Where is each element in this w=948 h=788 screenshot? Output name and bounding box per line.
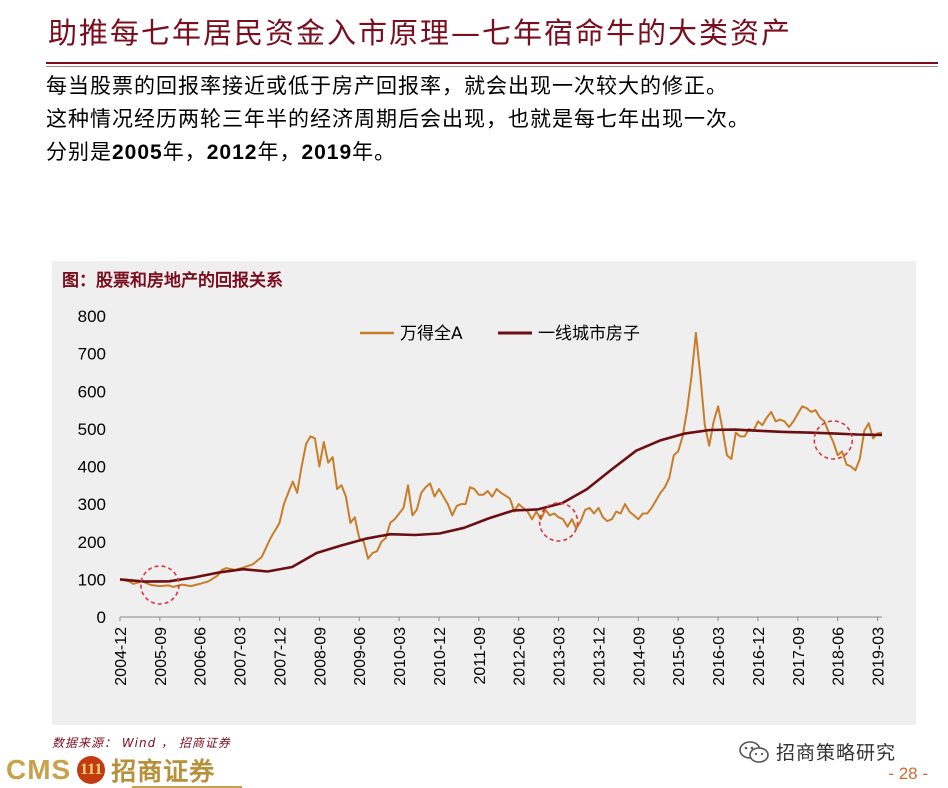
x-tick-label: 2004-12	[113, 627, 130, 686]
legend-label-housing: 一线城市房子	[538, 324, 640, 344]
y-tick-label: 600	[78, 382, 106, 401]
year-suffix-end: 年。	[352, 140, 397, 164]
series-line-housing	[119, 428, 883, 583]
y-tick-label: 300	[78, 495, 106, 514]
year-suffix: 年	[162, 140, 185, 164]
x-tick-label: 2017-09	[791, 627, 808, 686]
x-tick-label: 2013-12	[591, 627, 608, 686]
y-tick-label: 800	[78, 307, 106, 326]
y-tick-label: 400	[78, 458, 106, 477]
title-rule	[46, 62, 938, 64]
body-line-3-prefix: 分别是	[46, 140, 112, 164]
x-tick-label: 2008-09	[312, 627, 329, 686]
x-tick-label: 2016-12	[751, 627, 768, 686]
x-tick-label: 2006-06	[193, 627, 210, 686]
y-tick-label: 500	[78, 420, 106, 439]
wechat-watermark: 招商策略研究	[738, 738, 896, 765]
y-tick-label: 100	[78, 570, 106, 589]
title-rule-thin	[46, 66, 938, 67]
year-2005: 2005	[112, 141, 163, 164]
y-tick-label: 200	[78, 533, 106, 552]
x-tick-label: 2010-03	[392, 627, 409, 686]
logo-latin: CMS	[6, 754, 72, 785]
chart-caption: 图：股票和房地产的回报关系	[62, 271, 283, 291]
x-tick-label: 2014-09	[631, 627, 648, 686]
logo-underline	[132, 786, 242, 788]
source-note: 数据来源： Wind ， 招商证券	[52, 736, 231, 750]
x-tick-label: 2016-03	[711, 627, 728, 686]
wechat-icon	[739, 740, 769, 763]
x-tick-label: 2010-12	[432, 627, 449, 686]
x-tick-label: 2011-09	[472, 627, 489, 685]
x-tick-label: 2005-09	[153, 627, 170, 686]
x-tick-label: 2015-06	[671, 627, 688, 686]
wechat-account-name: 招商策略研究	[776, 742, 897, 764]
x-tick-label: 2009-06	[352, 627, 369, 686]
body-line-1: 每当股票的回报率接近或低于房产回报率，就会出现一次较大的修正。	[46, 74, 728, 98]
comma: ，	[279, 140, 302, 164]
year-suffix: 年	[257, 140, 280, 164]
y-tick-label: 700	[78, 345, 106, 364]
cms-logo: CMS 111 招商证券	[6, 754, 215, 786]
y-tick-label: 0	[97, 608, 106, 627]
legend-label-wind-a: 万得全A	[400, 324, 463, 344]
logo-badge-icon: 111	[77, 756, 106, 784]
logo-chinese: 招商证券	[111, 757, 216, 786]
x-tick-label: 2018-06	[831, 627, 848, 686]
body-line-3: 分别是2005年，2012年，2019年。	[46, 136, 926, 169]
slide-title: 助推每七年居民资金入市原理—七年宿命牛的大类资产	[48, 16, 793, 50]
year-2012: 2012	[206, 141, 258, 164]
x-tick-label: 2007-03	[233, 627, 250, 686]
x-tick-label: 2007-12	[272, 627, 289, 686]
page-number: - 28 -	[888, 764, 928, 783]
highlight-circle	[140, 565, 180, 605]
comma: ，	[184, 140, 207, 164]
highlight-circle	[813, 420, 854, 460]
x-tick-label: 2019-03	[871, 627, 888, 686]
year-2019: 2019	[301, 141, 353, 164]
x-tick-label: 2012-06	[512, 627, 529, 686]
body-line-2: 这种情况经历两轮三年半的经济周期后会出现，也就是每七年出现一次。	[46, 107, 750, 131]
series-line-wind-a	[119, 331, 883, 588]
x-tick-label: 2013-03	[552, 627, 569, 686]
highlight-circle	[538, 502, 579, 542]
body-paragraph: 每当股票的回报率接近或低于房产回报率，就会出现一次较大的修正。 这种情况经历两轮…	[46, 70, 926, 169]
